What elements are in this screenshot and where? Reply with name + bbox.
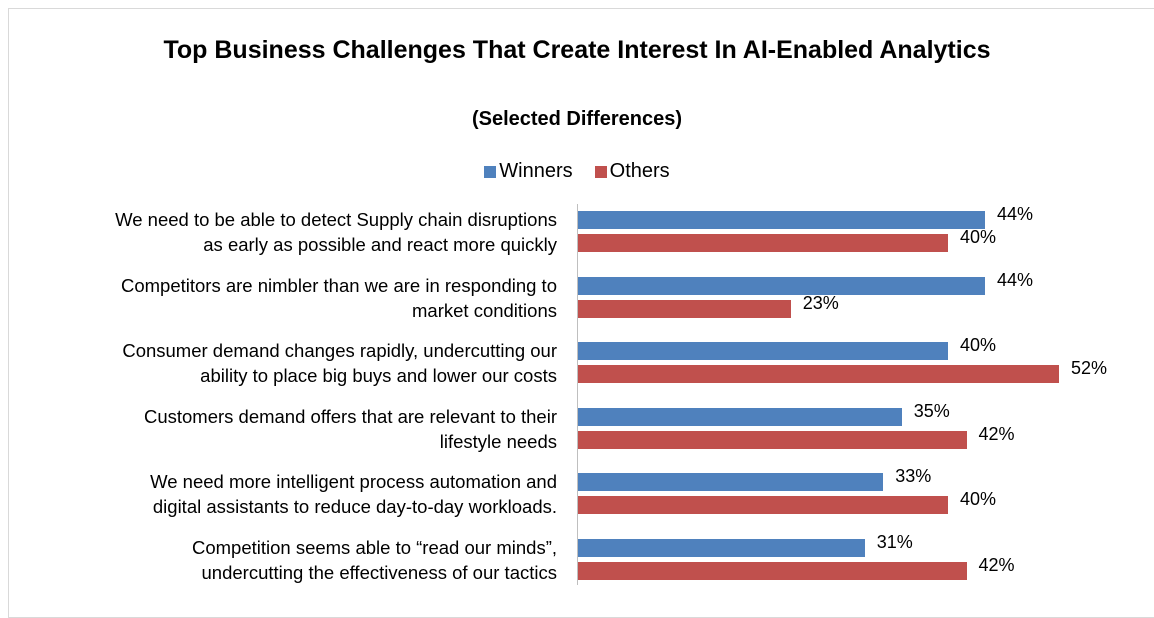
legend-item: Winners	[484, 160, 573, 183]
bar	[578, 299, 791, 318]
bar	[578, 276, 985, 295]
value-label: 23%	[802, 292, 839, 313]
bar	[578, 430, 967, 449]
bar	[578, 407, 902, 426]
legend-item: Others	[594, 160, 670, 183]
bar	[578, 538, 865, 557]
legend-swatch	[594, 165, 607, 178]
value-label: 31%	[876, 531, 913, 552]
value-label: 33%	[895, 466, 932, 486]
legend-label: Winners	[499, 160, 573, 182]
category-label: Consumer demand changes rapidly, undercu…	[122, 340, 557, 386]
value-label: 40%	[960, 335, 997, 355]
category-label: Competition seems able to “read our mind…	[191, 536, 557, 583]
legend-swatch	[484, 165, 497, 178]
bar	[578, 211, 985, 229]
value-label: 44%	[997, 204, 1034, 224]
title-text: Top Business Challenges That Create Inte…	[163, 36, 991, 64]
category-label: Customers demand offers that are relevan…	[143, 405, 557, 452]
legend: Winners Others	[0, 160, 1154, 183]
legend-label: Others	[609, 160, 670, 182]
chart-title: Top Business Challenges That Create Inte…	[0, 32, 1154, 69]
bar	[578, 473, 884, 491]
bar	[578, 234, 948, 252]
value-label: 42%	[978, 423, 1015, 444]
value-label: 35%	[913, 400, 950, 421]
bar	[578, 496, 948, 514]
bar	[578, 365, 1059, 383]
chart-subtitle: (Selected Differences)	[471, 108, 683, 130]
value-label: 42%	[978, 554, 1015, 575]
category-label: Competitors are nimbler than we are in r…	[120, 274, 557, 321]
value-label: 52%	[1071, 358, 1108, 378]
category-label: We need to be able to detect Supply chai…	[115, 209, 557, 255]
bar	[578, 561, 967, 580]
value-label: 44%	[997, 269, 1034, 290]
bar	[578, 342, 948, 360]
category-axis	[577, 204, 578, 585]
value-label: 40%	[960, 227, 997, 247]
category-label: We need more intelligent process automat…	[150, 471, 557, 517]
value-label: 40%	[960, 489, 997, 509]
